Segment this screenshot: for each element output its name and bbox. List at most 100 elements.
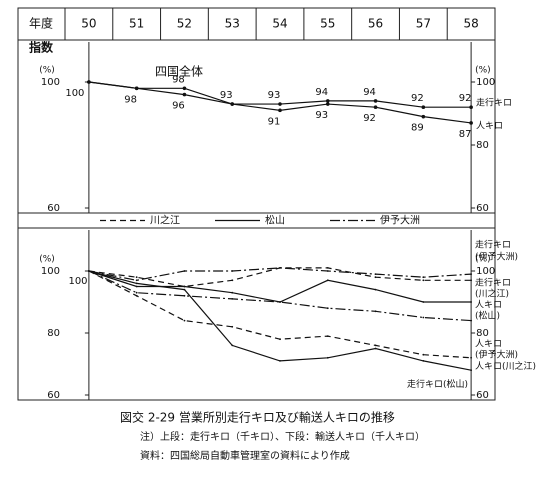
data-point [231,279,234,282]
data-label: 94 [363,87,376,98]
data-point [325,99,330,103]
data-label: 93 [220,90,233,101]
x-tick-label: 53 [225,17,240,31]
y2-tick-label: 100 [476,77,495,88]
y2-unit-label: (%) [475,255,491,265]
series-note: (川之江) [475,288,509,300]
data-point [183,285,186,288]
y2-tick-label: 60 [476,390,489,401]
data-label: 98 [124,94,137,105]
data-point [278,108,282,113]
data-point [469,105,473,109]
series-label: 走行キロ [476,97,512,109]
bottom-panel-frame [17,227,496,401]
series-name: 走行キロ [407,378,443,390]
data-point [470,279,473,282]
x-tick-label: 57 [416,17,431,31]
data-point [135,276,138,279]
data-label: 98 [172,74,185,85]
header-corner: 年度 [29,16,53,31]
index-label: 指数 [29,40,54,55]
data-point [422,301,425,303]
annotation: 四国全体 [155,64,203,79]
data-point [373,105,378,109]
data-point [231,344,234,347]
data-point [326,307,329,310]
data-point [326,270,329,272]
data-label: 94 [315,87,328,98]
data-point [470,369,473,372]
caption-note: 注）上段：走行キロ（千キロ）、下段：輸送人キロ（千人キロ） [140,430,425,443]
data-label: 89 [411,123,424,134]
data-point [470,273,473,275]
data-point [422,360,425,362]
y-tick-label: 100 [41,77,60,88]
data-point [421,114,426,119]
data-point [279,360,281,362]
data-point [421,105,426,109]
data-point [470,356,473,359]
data-point [373,99,378,103]
data-point [230,102,235,106]
data-point [422,316,425,319]
y-tick-label: 60 [47,203,60,214]
x-tick-label: 55 [320,17,335,31]
y-unit-label: (%) [39,255,55,265]
data-point [231,325,234,328]
data-point [278,102,282,106]
data-point [326,279,329,282]
data-point [374,347,377,350]
data-point [469,121,473,125]
y2-tick-label: 80 [476,328,489,339]
data-point [231,298,234,300]
data-point [135,291,138,294]
data-point [183,288,186,291]
data-point [326,267,329,269]
data-label: 93 [268,90,281,101]
data-label: 91 [268,116,281,127]
series-note: (伊予大洲) [475,251,518,263]
legend-label: 川之江 [150,214,180,227]
data-point [135,294,138,297]
series-label: 走行キロ [475,239,511,251]
data-point [422,276,425,279]
data-label: 93 [315,110,328,121]
series-label: 人キロ [475,339,502,350]
data-point [87,80,91,84]
data-label: 92 [363,113,376,124]
x-tick-label: 52 [177,17,192,31]
series-label: 人キロ [476,121,503,132]
data-label: 96 [172,101,185,112]
legend-label: 松山 [265,214,285,227]
data-point [183,294,186,297]
y-tick-label: 80 [47,328,60,339]
data-label: 100 [68,276,87,287]
data-point [279,267,281,269]
data-point [183,270,186,272]
data-point [470,319,473,322]
data-point [374,273,377,275]
data-point [325,102,330,106]
data-point [326,335,329,337]
x-tick-label: 50 [81,17,96,31]
series-label: 人キロ [475,300,502,311]
data-point [134,86,139,91]
y2-tick-label: 60 [476,203,489,214]
data-point [326,356,329,359]
data-point [135,285,138,288]
y-tick-label: 60 [47,390,60,401]
data-point [182,92,187,97]
data-point [470,301,473,303]
data-point [422,279,425,282]
data-point [374,288,377,291]
data-point [374,344,377,347]
data-point [374,276,377,279]
data-point [183,319,186,322]
series-line [88,270,472,322]
x-tick-label: 58 [463,17,478,31]
series-note: (伊予大洲) [475,349,518,361]
data-point [374,310,377,313]
data-point [422,353,425,356]
